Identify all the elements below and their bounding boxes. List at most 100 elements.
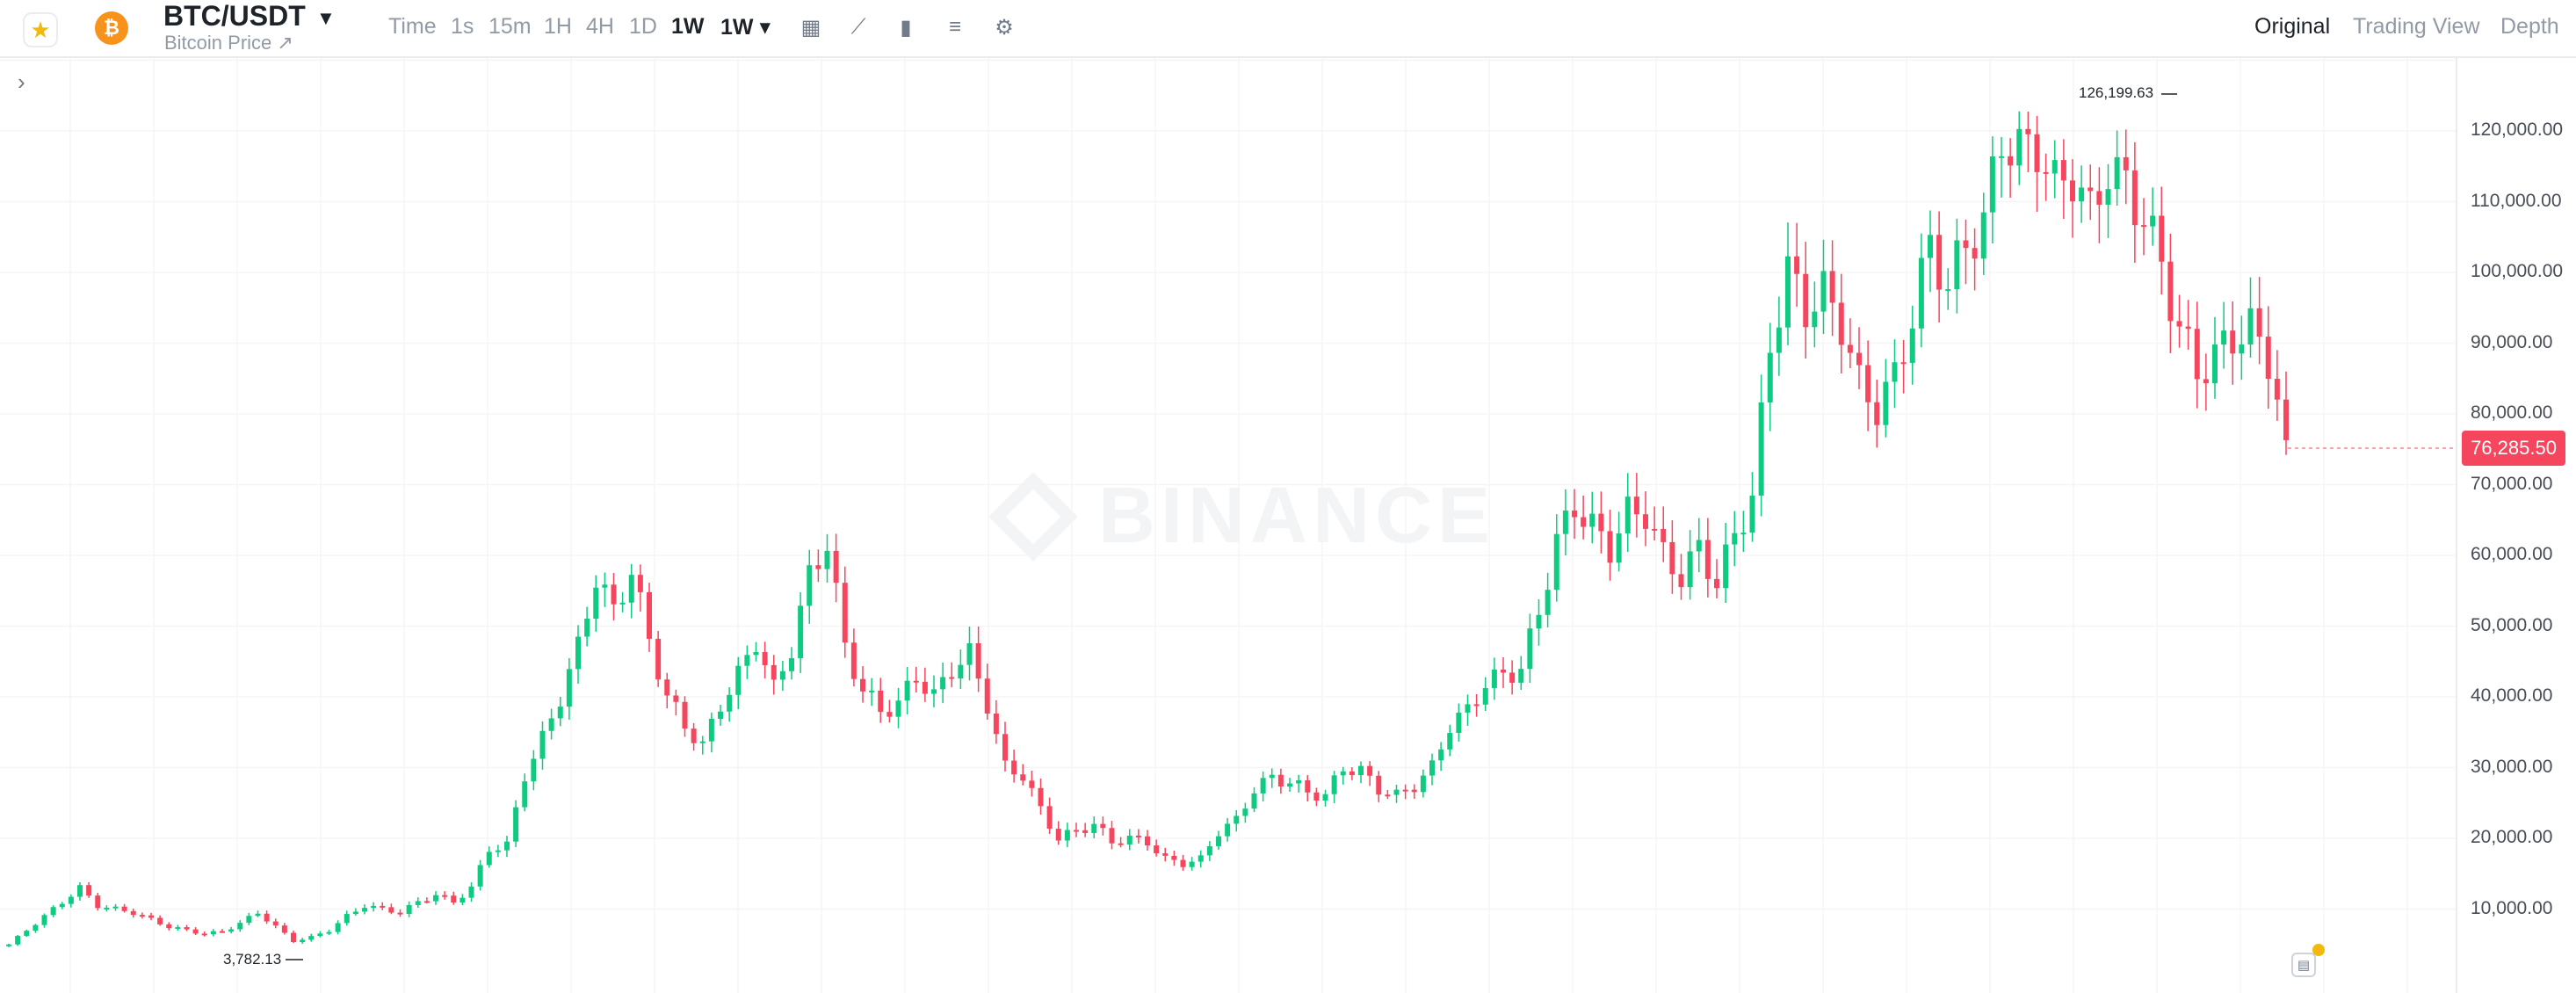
favorite-star-icon[interactable]: ★ bbox=[23, 12, 58, 47]
candle-body bbox=[121, 906, 127, 911]
candle-body bbox=[664, 679, 670, 696]
candle-body bbox=[913, 680, 919, 683]
calendar-icon[interactable]: ▦ bbox=[800, 15, 821, 40]
candle-body bbox=[1892, 362, 1898, 382]
candle-body bbox=[1046, 806, 1053, 830]
candle-body bbox=[1661, 528, 1667, 542]
candle-body bbox=[1624, 496, 1631, 533]
candle-body bbox=[1109, 828, 1115, 844]
candle-body bbox=[984, 678, 990, 714]
y-tick-label: 40,000.00 bbox=[2471, 685, 2553, 706]
interval-1h[interactable]: 1H bbox=[544, 14, 572, 39]
candle-body bbox=[993, 714, 999, 735]
view-trading-view[interactable]: Trading View bbox=[2353, 14, 2480, 39]
candle-body bbox=[1020, 774, 1026, 781]
interval-1d[interactable]: 1D bbox=[629, 14, 657, 39]
candle-body bbox=[2123, 156, 2129, 170]
candle-body bbox=[1847, 344, 1853, 353]
candle-body bbox=[2194, 329, 2200, 380]
candle-body bbox=[522, 781, 528, 808]
candle-body bbox=[1038, 787, 1044, 807]
news-icon[interactable]: ▤ bbox=[2291, 953, 2316, 977]
candle-body bbox=[264, 913, 270, 922]
watermark: BINANCE bbox=[988, 471, 1495, 562]
chart-area[interactable]: › BINANCE 10,000.00 20,000.00 30,000.00 40,… bbox=[0, 58, 2576, 993]
candle-body bbox=[1740, 533, 1747, 535]
candle-body bbox=[1856, 352, 1862, 366]
candle-body bbox=[566, 669, 572, 707]
y-tick-label: 70,000.00 bbox=[2471, 473, 2553, 494]
candle-body bbox=[2070, 180, 2075, 202]
candle-body bbox=[477, 865, 483, 887]
candle-body bbox=[1277, 774, 1284, 786]
candle-body bbox=[1447, 733, 1453, 750]
interval-4h[interactable]: 4H bbox=[586, 14, 614, 39]
settings-icon[interactable]: ⚙ bbox=[995, 15, 1014, 40]
interval-dropdown[interactable]: 1W ▾ bbox=[720, 15, 771, 40]
candle-body bbox=[2096, 191, 2102, 205]
candle-body bbox=[886, 712, 893, 717]
candle-body bbox=[317, 933, 323, 937]
candle-body bbox=[762, 651, 768, 665]
candle-body bbox=[33, 924, 39, 931]
candle-body bbox=[753, 651, 759, 656]
candle-body bbox=[798, 605, 804, 658]
candle-body bbox=[352, 911, 358, 915]
candle-body bbox=[869, 690, 875, 692]
candle-body bbox=[362, 908, 367, 912]
candle-body bbox=[1376, 775, 1382, 795]
candle-body bbox=[1918, 257, 1924, 329]
low-annotation: 3,782.13 bbox=[223, 951, 282, 968]
candle-body bbox=[1696, 540, 1702, 552]
candle-body bbox=[602, 584, 608, 588]
candle-icon[interactable]: ▮ bbox=[900, 15, 912, 40]
y-tick-label: 20,000.00 bbox=[2471, 827, 2553, 847]
candle-body bbox=[824, 550, 830, 569]
candle-body bbox=[2016, 128, 2022, 166]
candle-body bbox=[1812, 311, 1818, 328]
interval-1s[interactable]: 1s bbox=[451, 14, 474, 39]
candle-body bbox=[237, 923, 243, 930]
symbol-subtitle-link[interactable]: Bitcoin Price ↗ bbox=[164, 32, 293, 54]
view-depth[interactable]: Depth bbox=[2500, 14, 2559, 39]
candle-body bbox=[2079, 187, 2085, 202]
candle-body bbox=[628, 575, 634, 603]
candle-body bbox=[1145, 836, 1150, 846]
candle-body bbox=[486, 852, 492, 866]
candle-body bbox=[1669, 541, 1675, 575]
candle-body bbox=[281, 925, 287, 933]
candle-body bbox=[1678, 574, 1684, 588]
candle-body bbox=[1598, 513, 1604, 532]
candle-body bbox=[1100, 823, 1106, 829]
expand-panel-icon[interactable]: › bbox=[18, 69, 25, 95]
interval-15m[interactable]: 15m bbox=[488, 14, 532, 39]
candle-body bbox=[442, 895, 448, 897]
symbol-dropdown-icon[interactable]: ▼ bbox=[316, 7, 336, 29]
candle-body bbox=[139, 915, 145, 917]
candle-body bbox=[2247, 308, 2254, 345]
candle-body bbox=[130, 910, 136, 916]
candle-body bbox=[1082, 830, 1089, 833]
candle-body bbox=[922, 681, 928, 694]
view-original[interactable]: Original bbox=[2254, 14, 2331, 39]
candle-body bbox=[1704, 540, 1711, 579]
candle-body bbox=[1874, 402, 1880, 425]
candle-body bbox=[966, 642, 973, 665]
candle-body bbox=[513, 807, 519, 842]
candle-body bbox=[878, 690, 884, 713]
candle-body bbox=[1206, 845, 1212, 856]
indicator-icon[interactable]: ≡ bbox=[948, 15, 961, 39]
interval-time[interactable]: Time bbox=[388, 14, 437, 39]
candle-body bbox=[1349, 771, 1355, 776]
candlestick-chart[interactable] bbox=[0, 58, 2576, 993]
candle-body bbox=[611, 584, 617, 605]
candle-body bbox=[1091, 823, 1097, 833]
symbol-title[interactable]: BTC/USDT bbox=[163, 0, 306, 32]
candle-body bbox=[1002, 734, 1008, 761]
line-chart-icon[interactable]: ⟋ bbox=[850, 15, 866, 39]
interval-1w[interactable]: 1W bbox=[671, 14, 705, 39]
candle-body bbox=[344, 914, 350, 924]
candle-body bbox=[2221, 330, 2227, 345]
candle-body bbox=[619, 602, 626, 605]
candle-body bbox=[1838, 302, 1844, 345]
